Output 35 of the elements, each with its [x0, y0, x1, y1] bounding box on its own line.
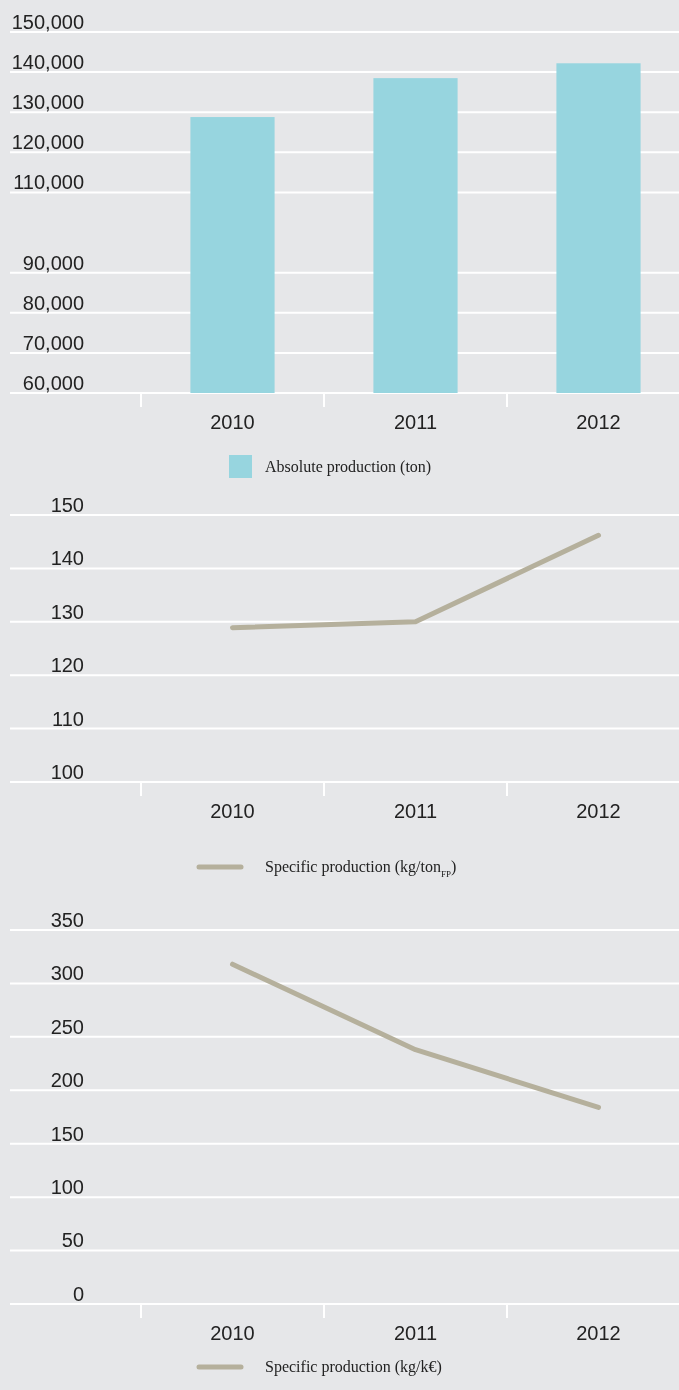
y-tick-label: 130	[50, 600, 84, 623]
y-tick-label: 200	[50, 1069, 84, 1092]
x-tick-label: 2012	[576, 411, 621, 434]
legend-label: Specific production (kg/k€)	[265, 1358, 442, 1376]
y-tick-label: 150	[50, 493, 84, 516]
x-tick-label: 2010	[210, 411, 255, 434]
y-tick-label: 250	[50, 1015, 84, 1038]
legend-label: Absolute production (ton)	[265, 458, 432, 476]
y-tick-label: 110,000	[13, 171, 84, 194]
y-tick-label: 100	[50, 1176, 84, 1199]
y-tick-label: 60,000	[22, 371, 84, 394]
y-tick-label: 120	[50, 654, 84, 677]
x-tick-label: 2012	[576, 1322, 621, 1345]
y-tick-label: 140	[50, 547, 84, 570]
y-tick-label: 150,000	[11, 10, 84, 33]
x-tick-label: 2011	[393, 411, 438, 434]
y-tick-label: 120,000	[11, 131, 84, 154]
x-tick-label: 2011	[393, 800, 438, 823]
y-tick-label: 110	[52, 707, 84, 730]
y-tick-label: 140,000	[11, 51, 84, 74]
x-tick-label: 2010	[210, 1322, 255, 1345]
y-tick-label: 150	[50, 1122, 84, 1145]
y-tick-label: 350	[50, 908, 84, 931]
y-tick-label: 70,000	[22, 331, 84, 354]
y-tick-label: 100	[50, 760, 84, 783]
y-tick-label: 300	[50, 962, 84, 985]
x-tick-label: 2011	[393, 1322, 438, 1345]
y-tick-label: 90,000	[22, 251, 84, 274]
y-tick-label: 80,000	[22, 291, 84, 314]
y-tick-label: 130,000	[11, 91, 84, 114]
y-tick-label: 0	[72, 1282, 84, 1305]
x-tick-label: 2012	[576, 800, 621, 823]
legend-label: Specific production (kg/ton$_{FP}$)	[265, 858, 457, 879]
x-tick-label: 2010	[210, 800, 255, 823]
y-tick-label: 50	[61, 1229, 84, 1252]
